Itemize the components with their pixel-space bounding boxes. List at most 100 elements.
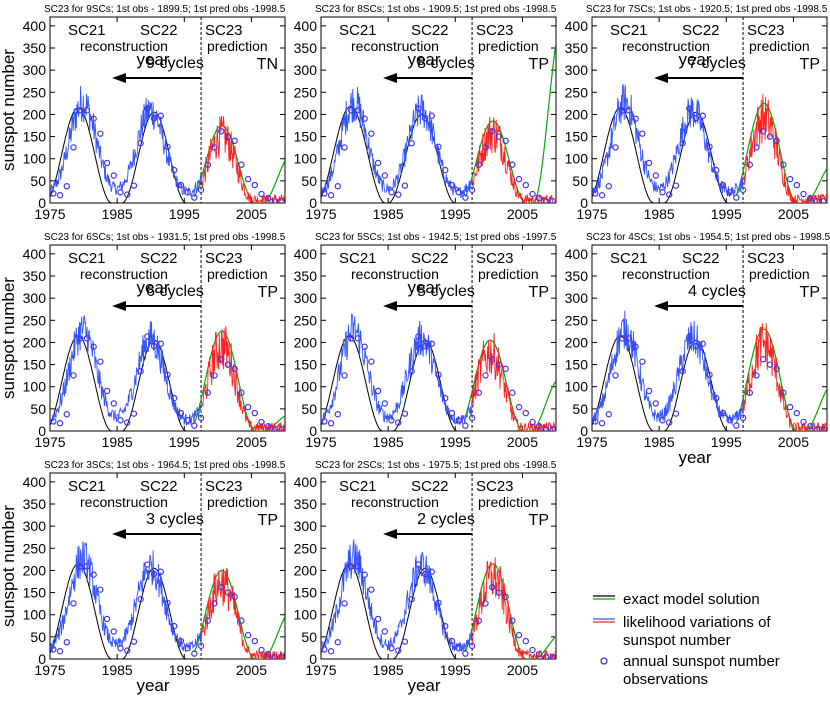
observation-point — [271, 426, 279, 431]
observation-point — [130, 182, 138, 189]
observation-point — [97, 130, 104, 137]
observation-point — [381, 628, 388, 635]
y-tick-label: 100 — [294, 379, 318, 395]
observation-point — [813, 198, 821, 203]
observation-point — [197, 414, 205, 422]
plot-area — [321, 539, 556, 659]
observation-point — [224, 589, 232, 596]
observation-point — [258, 418, 265, 426]
sc22-label: SC22 — [411, 478, 449, 495]
plot-frame — [49, 472, 286, 660]
chart-panel-5: SC23 for 5SCs; 1st obs - 1942.5; 1st pre… — [294, 232, 557, 450]
observation-point — [746, 161, 753, 168]
observation-point — [265, 423, 272, 430]
y-tick-label: 200 — [294, 334, 318, 350]
prediction-label: prediction — [478, 38, 539, 54]
observation-point — [549, 198, 556, 203]
arrow-head — [383, 529, 397, 539]
y-tick-label: 100 — [565, 379, 589, 395]
observation-point — [786, 175, 794, 183]
observation-point — [455, 645, 462, 652]
sc22-label: SC22 — [411, 250, 449, 267]
observation-point — [211, 600, 218, 607]
observation-point — [171, 622, 178, 630]
observation-point — [482, 372, 489, 379]
observation-point — [773, 137, 780, 145]
observation-point — [632, 343, 639, 350]
panel-title: SC23 for 2SCs; 1st obs - 1975.5; 1st pre… — [315, 460, 557, 471]
observation-point — [652, 172, 659, 179]
chart-panel-1: SC23 for 9SCs; 1st obs - 1899.5; 1st pre… — [0, 4, 286, 222]
chart-panel-3: SC23 for 7SCs; 1st obs - 1920.5; 1st pre… — [565, 4, 828, 222]
x-tick-label: 2005 — [778, 206, 809, 222]
y-tick-label: 150 — [23, 585, 47, 601]
observation-point — [619, 107, 626, 114]
chart-panel-2: SC23 for 8SCs; 1st obs - 1909.5; 1st pre… — [294, 4, 557, 222]
observation-point — [321, 646, 328, 653]
observation-point — [381, 172, 388, 179]
y-tick-label: 50 — [30, 401, 46, 417]
observation-point — [204, 161, 211, 168]
y-tick-label: 400 — [565, 246, 589, 262]
observation-point — [238, 389, 245, 396]
observation-point — [739, 186, 747, 194]
observation-point — [110, 400, 117, 407]
observation-point — [197, 642, 205, 650]
observation-point — [150, 342, 158, 350]
x-tick-label: 1985 — [102, 206, 133, 222]
observation-point — [401, 410, 409, 417]
observation-point — [368, 586, 375, 593]
x-tick-label: 2005 — [507, 206, 538, 222]
observation-point — [265, 195, 272, 202]
observation-point — [164, 599, 171, 607]
observation-point — [482, 144, 489, 151]
observation-point — [110, 172, 117, 179]
observation-point — [63, 183, 70, 190]
observation-point — [515, 175, 523, 183]
observation-point — [529, 190, 536, 198]
observation-point — [348, 563, 355, 570]
observation-point — [489, 356, 496, 363]
chart-panel-4: SC23 for 6SCs; 1st obs - 1931.5; 1st pre… — [0, 232, 286, 450]
plot-frame — [320, 244, 557, 432]
observation-point — [625, 335, 633, 342]
observation-point — [435, 143, 442, 151]
likelihood-reconstruction-line — [321, 539, 473, 652]
observation-point — [278, 426, 285, 431]
observation-point — [699, 112, 706, 119]
x-tick-label: 1975 — [305, 434, 336, 450]
observation-point — [442, 622, 449, 630]
y-tick-label: 300 — [565, 290, 589, 306]
observation-point — [177, 409, 185, 417]
observation-point — [522, 409, 529, 417]
observation-point — [224, 361, 232, 368]
y-tick-label: 250 — [23, 312, 47, 328]
y-tick-label: 50 — [572, 401, 588, 417]
observation-point — [786, 403, 794, 411]
likelihood-prediction-line — [742, 323, 827, 431]
x-tick-label: 1995 — [711, 434, 742, 450]
observation-point — [395, 191, 402, 198]
y-tick-label: 350 — [23, 496, 47, 512]
x-tick-label: 2005 — [778, 434, 809, 450]
chart-panel-6: SC23 for 4SCs; 1st obs - 1954.5; 1st pre… — [565, 232, 830, 467]
observation-point — [77, 563, 84, 570]
observation-point — [218, 128, 225, 135]
observation-point — [124, 419, 131, 426]
cycles-label: 2 cycles — [417, 511, 475, 528]
y-tick-label: 250 — [294, 312, 318, 328]
observation-point — [401, 638, 409, 645]
sc23-label: SC23 — [205, 478, 243, 495]
plot-area — [321, 313, 556, 431]
plot-frame — [591, 244, 828, 432]
observation-point — [598, 420, 606, 427]
y-tick-label: 350 — [294, 496, 318, 512]
observation-point — [191, 194, 198, 201]
tag-label: TN — [257, 56, 278, 73]
y-tick-label: 400 — [294, 474, 318, 490]
x-axis-label: year — [136, 278, 169, 297]
plot-frame — [320, 472, 557, 660]
observation-point — [130, 638, 138, 645]
model-prediction-line — [464, 339, 556, 431]
